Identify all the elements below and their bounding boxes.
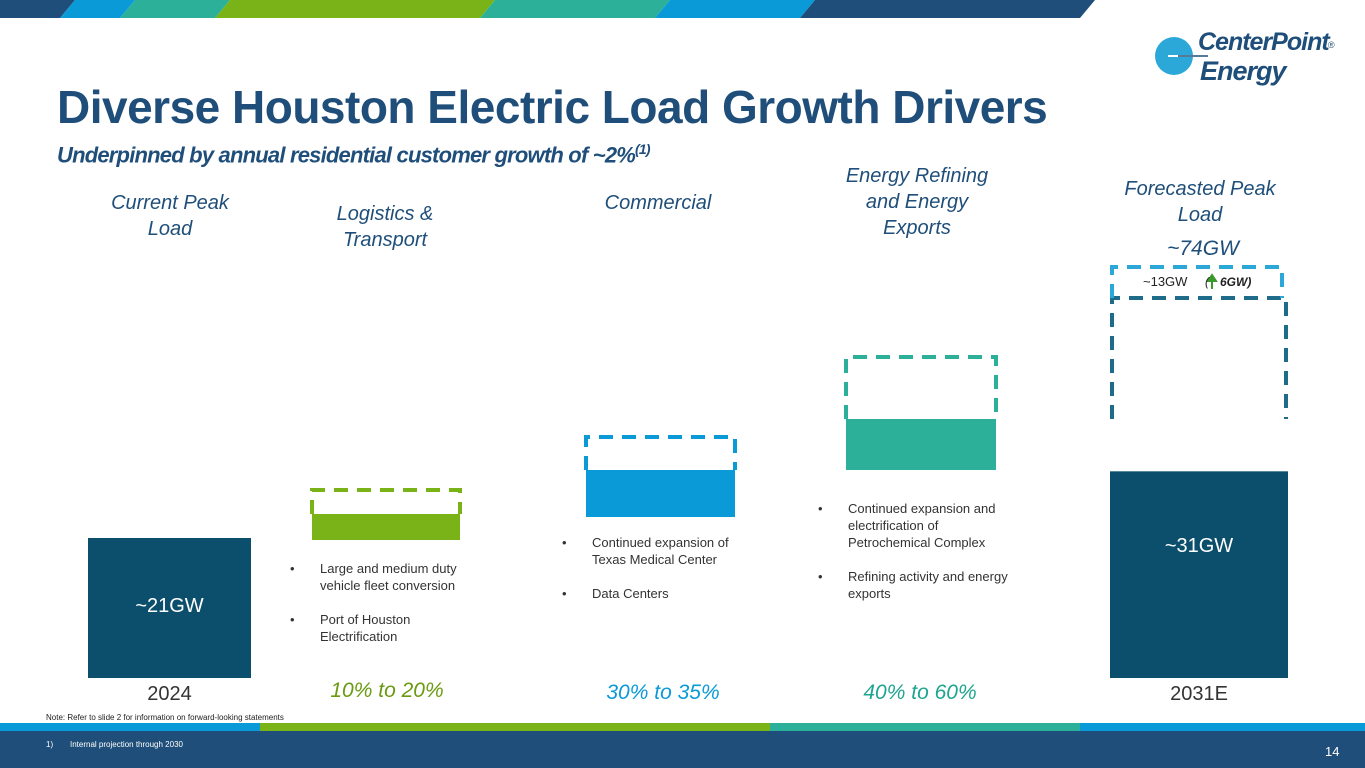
stripe-navy bbox=[0, 0, 75, 18]
share-label-commercial: 30% to 35% bbox=[606, 681, 720, 704]
forward-looking-note: Note: Refer to slide 2 for information o… bbox=[46, 713, 284, 722]
category-line: Energy Refining bbox=[845, 165, 989, 187]
upside-change-label: 6GW) bbox=[1220, 275, 1252, 289]
value-label-forecast: ~31GW bbox=[1164, 535, 1234, 557]
bullet-item: Continued expansion of Texas Medical Cen… bbox=[562, 534, 762, 568]
bar-logistics-transport bbox=[312, 514, 460, 540]
bar-current-peak-load bbox=[88, 538, 251, 678]
bottom-footer-band bbox=[0, 723, 1365, 768]
category-line: Logistics & bbox=[336, 203, 434, 225]
category-line: Exports bbox=[883, 217, 951, 239]
upside-increment-label: ~13GW bbox=[1143, 274, 1188, 289]
upside-total-label: ~74GW bbox=[1167, 237, 1239, 260]
share-label-energy-refining: 40% to 60% bbox=[863, 681, 977, 704]
footnote-number: 1) bbox=[46, 740, 54, 749]
category-label-logistics: Logistics & Transport bbox=[295, 201, 475, 253]
category-label-commercial: Commercial bbox=[568, 190, 748, 216]
stripe-blue bbox=[60, 0, 135, 18]
category-line: Transport bbox=[342, 229, 428, 251]
bar-energy-refining bbox=[846, 419, 996, 470]
year-label-2031e: 2031E bbox=[1170, 683, 1228, 705]
dashed-range-forecast-inner bbox=[1110, 296, 1288, 419]
bullets-commercial: Continued expansion of Texas Medical Cen… bbox=[562, 534, 762, 619]
category-line: Commercial bbox=[604, 192, 712, 214]
logo-line-1: CenterPoint bbox=[1198, 28, 1330, 56]
category-label-energy-refining: Energy Refining and Energy Exports bbox=[827, 163, 1007, 241]
dashed-range-forecast-outer bbox=[1110, 265, 1284, 298]
top-stripe-banner bbox=[0, 0, 1095, 18]
up-arrow-icon bbox=[1206, 273, 1218, 289]
bullet-item: Continued expansion and electrification … bbox=[818, 500, 1023, 551]
stripe-blue-2 bbox=[655, 0, 815, 18]
category-line: Forecasted Peak bbox=[1124, 178, 1276, 200]
bullet-item: Refining activity and energy exports bbox=[818, 568, 1023, 602]
bar-commercial bbox=[586, 470, 735, 517]
category-line: and Energy bbox=[865, 191, 969, 213]
share-label-logistics: 10% to 20% bbox=[330, 679, 444, 702]
bullet-item: Data Centers bbox=[562, 585, 762, 602]
logo-registered: ® bbox=[1328, 40, 1335, 50]
logo-line-2: Energy bbox=[1200, 56, 1287, 86]
category-label-forecasted-peak: Forecasted Peak Load bbox=[1105, 176, 1295, 228]
bullets-logistics: Large and medium duty vehicle fleet conv… bbox=[290, 560, 490, 662]
stripe-green bbox=[215, 0, 495, 18]
category-line: Load bbox=[1177, 204, 1223, 226]
page-title: Diverse Houston Electric Load Growth Dri… bbox=[57, 81, 1048, 133]
category-label-current-peak: Current Peak Load bbox=[80, 190, 260, 242]
value-label-current: ~21GW bbox=[135, 595, 204, 617]
stripe-teal-2 bbox=[480, 0, 670, 18]
subtitle-footnote: (1) bbox=[635, 141, 651, 157]
bar-forecasted-peak-load bbox=[1110, 471, 1288, 678]
category-line: Load bbox=[147, 218, 193, 240]
dashed-range-commercial bbox=[584, 435, 737, 470]
year-label-2024: 2024 bbox=[147, 683, 192, 705]
page-number: 14 bbox=[1325, 744, 1340, 759]
dashed-range-energy-refining bbox=[844, 355, 998, 419]
category-line: Current Peak bbox=[111, 192, 229, 214]
stripe-navy-2 bbox=[800, 0, 1095, 18]
bullet-item: Port of Houston Electrification bbox=[290, 611, 490, 645]
upside-change-open: ( bbox=[1205, 275, 1209, 289]
stripe-teal bbox=[120, 0, 230, 18]
page-subtitle: Underpinned by annual residential custom… bbox=[57, 141, 651, 168]
footnote-text: Internal projection through 2030 bbox=[70, 740, 183, 749]
centerpoint-logo: CenterPoint ® Energy bbox=[1150, 28, 1340, 92]
bullets-energy-refining: Continued expansion and electrification … bbox=[818, 500, 1023, 619]
subtitle-text: Underpinned by annual residential custom… bbox=[57, 142, 636, 168]
bullet-item: Large and medium duty vehicle fleet conv… bbox=[290, 560, 490, 594]
dashed-range-logistics bbox=[310, 488, 462, 514]
